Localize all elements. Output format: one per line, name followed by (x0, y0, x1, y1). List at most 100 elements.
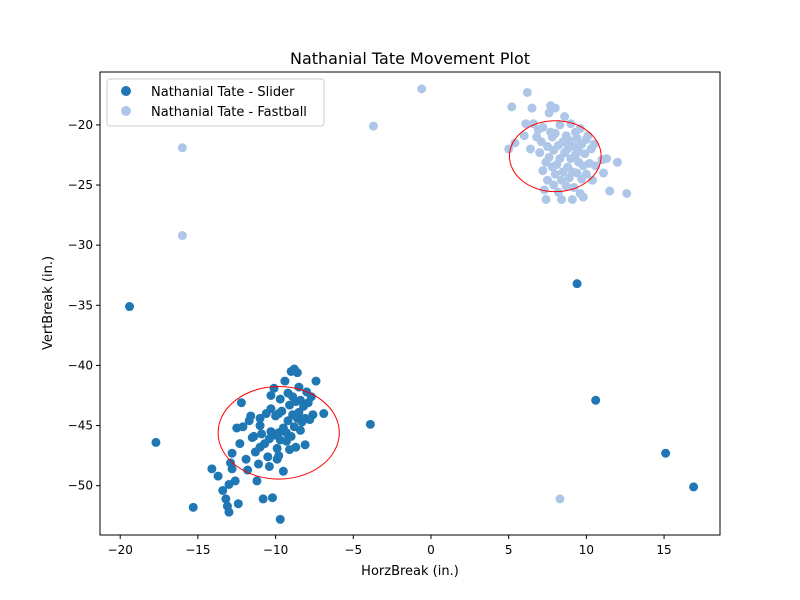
y-tick-label: −50 (68, 479, 93, 493)
data-point (541, 194, 551, 204)
data-point (622, 188, 632, 198)
data-point (602, 154, 612, 164)
data-point (575, 124, 585, 134)
fastball-ellipse (508, 120, 602, 193)
data-point (560, 111, 570, 121)
data-point (566, 119, 576, 129)
x-tick-label: −20 (108, 543, 133, 557)
data-point (255, 413, 265, 423)
data-point (177, 143, 187, 153)
x-tick-label: 10 (579, 543, 594, 557)
data-point (275, 514, 285, 524)
data-point (125, 302, 135, 312)
data-point (581, 169, 591, 179)
x-tick-label: 15 (656, 543, 671, 557)
series-slider (125, 279, 699, 524)
data-point (522, 87, 532, 97)
y-tick-label: −45 (68, 419, 93, 433)
data-point (536, 137, 546, 147)
data-point (235, 439, 245, 449)
data-point (538, 122, 548, 132)
data-point (269, 383, 279, 393)
data-point (266, 390, 276, 400)
data-point (224, 507, 234, 517)
data-point (580, 149, 590, 159)
y-axis-label: VertBreak (in.) (41, 256, 56, 350)
data-point (295, 425, 305, 435)
data-point (227, 448, 237, 458)
data-point (213, 471, 223, 481)
data-point (258, 494, 268, 504)
y-tick-label: −30 (68, 238, 93, 252)
data-point (233, 499, 243, 509)
data-point (605, 186, 615, 196)
data-point (550, 169, 560, 179)
legend-box (106, 78, 325, 127)
data-point (274, 451, 284, 461)
data-point (264, 461, 274, 471)
data-point (535, 148, 545, 158)
data-point (255, 421, 265, 431)
data-point (598, 168, 608, 178)
data-point (218, 486, 228, 496)
data-point (275, 394, 285, 404)
data-point (277, 406, 287, 416)
data-point (319, 409, 329, 419)
data-point (280, 376, 290, 386)
data-point (246, 411, 256, 421)
data-point (553, 187, 563, 197)
data-point (591, 395, 601, 405)
data-point (221, 494, 231, 504)
data-point (578, 192, 588, 202)
y-axis: −50 −45 −40 −35 −30 −25 −20 (68, 118, 100, 493)
data-point (291, 442, 301, 452)
data-point (567, 194, 577, 204)
data-point (544, 108, 554, 118)
data-point (252, 476, 262, 486)
data-point (286, 431, 296, 441)
data-point (417, 84, 427, 94)
x-tick-label: −15 (185, 543, 210, 557)
data-point (572, 279, 582, 289)
data-point (521, 119, 531, 129)
x-tick-label: −10 (263, 543, 288, 557)
data-point (207, 464, 217, 474)
data-point (227, 464, 237, 474)
x-axis-label: HorzBreak (in.) (361, 564, 459, 579)
series-fastball (177, 84, 632, 504)
data-point (525, 144, 535, 154)
data-point (236, 398, 246, 408)
data-point (308, 410, 318, 420)
y-tick-label: −20 (68, 118, 93, 132)
x-axis: −20 −15 −10 −5 0 5 10 15 (108, 535, 672, 557)
data-point (538, 166, 548, 176)
data-point (661, 448, 671, 458)
data-point (555, 120, 565, 130)
data-point (263, 452, 273, 462)
data-point (266, 404, 276, 414)
x-tick-label: 0 (427, 543, 435, 557)
y-tick-label: −40 (68, 358, 93, 372)
data-point (544, 152, 554, 162)
data-point (292, 368, 302, 378)
data-point (510, 138, 520, 148)
data-point (188, 502, 198, 512)
data-point (241, 454, 251, 464)
data-point (151, 437, 161, 447)
data-point (550, 103, 560, 113)
data-point (253, 459, 263, 469)
y-tick-label: −25 (68, 178, 93, 192)
data-point (243, 465, 253, 475)
data-point (612, 157, 622, 167)
data-point (539, 185, 549, 195)
data-point (267, 493, 277, 503)
data-point (311, 376, 321, 386)
legend-marker-fastball (121, 106, 131, 116)
legend-marker-slider (121, 86, 131, 96)
data-point (230, 476, 240, 486)
data-point (368, 121, 378, 131)
data-point (550, 128, 560, 138)
data-point (519, 131, 529, 141)
data-point (549, 180, 559, 190)
